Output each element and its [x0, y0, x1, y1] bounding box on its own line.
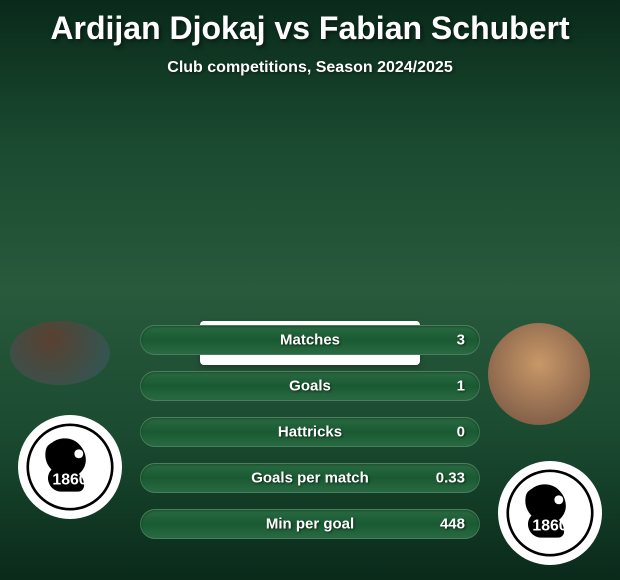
- club-crest-left: 1860: [18, 415, 122, 519]
- stat-label: Goals per match: [251, 470, 369, 487]
- stat-bar: Matches 3: [140, 325, 480, 355]
- svg-text:1860: 1860: [532, 518, 567, 535]
- stat-bar: Goals per match 0.33: [140, 463, 480, 493]
- stat-bar: Hattricks 0: [140, 417, 480, 447]
- page-title: Ardijan Djokaj vs Fabian Schubert: [0, 0, 620, 47]
- stat-value: 3: [457, 332, 465, 349]
- stat-bars: Matches 3 Goals 1 Hattricks 0 Goals per …: [140, 325, 480, 555]
- lion-crest-icon: 1860: [26, 423, 114, 511]
- svg-text:1860: 1860: [52, 472, 87, 489]
- stat-value: 448: [440, 516, 465, 533]
- stat-value: 0.33: [436, 470, 465, 487]
- club-crest-right: 1860: [498, 461, 602, 565]
- stat-label: Min per goal: [266, 516, 354, 533]
- stat-value: 0: [457, 424, 465, 441]
- player-photo-left: [10, 321, 110, 385]
- lion-crest-icon: 1860: [506, 469, 594, 557]
- stat-bar: Min per goal 448: [140, 509, 480, 539]
- stat-value: 1: [457, 378, 465, 395]
- stat-label: Matches: [280, 332, 340, 349]
- stat-bar: Goals 1: [140, 371, 480, 401]
- stat-label: Hattricks: [278, 424, 342, 441]
- player-photo-right: [488, 323, 590, 425]
- compare-content: 1860 1860 Matches 3 Goals 1 Hattricks 0 …: [0, 321, 620, 401]
- stat-label: Goals: [289, 378, 331, 395]
- page-subtitle: Club competitions, Season 2024/2025: [0, 59, 620, 77]
